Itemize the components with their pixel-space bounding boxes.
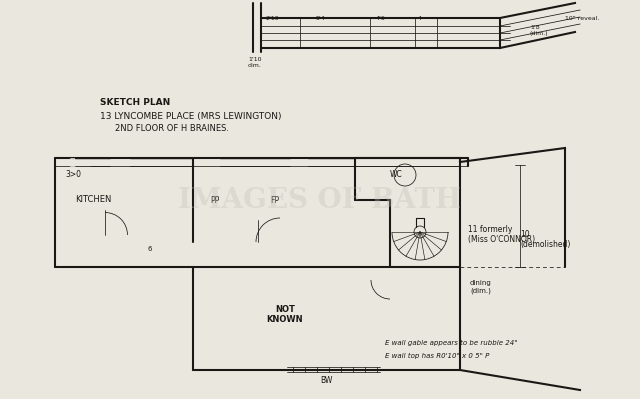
Text: E wall gable appears to be rubble 24": E wall gable appears to be rubble 24" <box>385 340 518 346</box>
Text: FP: FP <box>270 196 279 205</box>
Text: 5'4: 5'4 <box>316 16 326 21</box>
Text: PP: PP <box>210 196 220 205</box>
Text: 3>0: 3>0 <box>65 170 81 179</box>
Text: WC: WC <box>390 170 403 179</box>
Text: dining
(dim.): dining (dim.) <box>470 280 492 294</box>
Text: NOT
KNOWN: NOT KNOWN <box>267 305 303 324</box>
Text: 4: 4 <box>418 16 422 21</box>
Text: 6: 6 <box>148 246 152 252</box>
Text: SKETCH PLAN: SKETCH PLAN <box>100 98 170 107</box>
Text: 1'8
(dim.): 1'8 (dim.) <box>530 25 548 36</box>
Text: BW: BW <box>320 376 332 385</box>
Text: 10
(demolished): 10 (demolished) <box>520 230 570 249</box>
Text: KITCHEN: KITCHEN <box>75 195 111 204</box>
Text: 2'10: 2'10 <box>265 16 278 21</box>
Text: 11 formerly
(Miss O'CONNOR): 11 formerly (Miss O'CONNOR) <box>468 225 535 245</box>
Text: 1'10
dim.: 1'10 dim. <box>248 57 262 68</box>
Text: 13 LYNCOMBE PLACE (MRS LEWINGTON): 13 LYNCOMBE PLACE (MRS LEWINGTON) <box>100 112 282 121</box>
Text: E wall top has R0'10" x 0 5" P: E wall top has R0'10" x 0 5" P <box>385 353 490 359</box>
Text: 4'6: 4'6 <box>376 16 386 21</box>
Text: IMAGES OF BATH: IMAGES OF BATH <box>179 186 461 213</box>
Text: 10" reveal.: 10" reveal. <box>565 16 600 21</box>
Text: 2ND FLOOR OF H BRAINES.: 2ND FLOOR OF H BRAINES. <box>115 124 229 133</box>
